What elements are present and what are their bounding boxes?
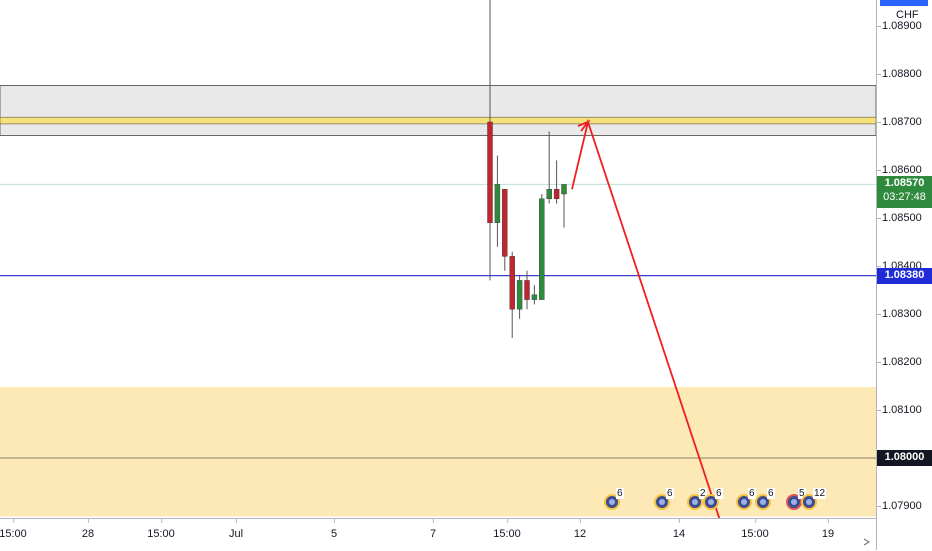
bearish-candle <box>487 121 493 224</box>
arrowhead-icon <box>577 119 591 132</box>
time-tick-label: 28 <box>81 519 95 540</box>
economic-event-icon[interactable]: 2 <box>686 488 707 511</box>
price-tick-label: 1.08200 <box>877 356 922 368</box>
time-tick-label: 12 <box>573 519 587 540</box>
price-tick-label: 1.08100 <box>877 404 922 416</box>
economic-event-icon[interactable]: 6 <box>735 488 756 511</box>
time-tick-label: 15:00 <box>493 519 521 540</box>
time-tick-label: 15:00 <box>147 519 175 540</box>
time-tick-label: Jul <box>228 519 244 540</box>
time-tick-label: 7 <box>429 519 437 540</box>
price-tick-label: 1.08600 <box>877 164 922 176</box>
bearish-candle <box>509 256 515 310</box>
time-axis[interactable]: 15:00 28 15:00 Jul 5 7 15:00 12 14 15:00 19 <box>0 518 876 551</box>
bullish-candle <box>546 188 552 199</box>
economic-event-icon[interactable]: 12 <box>800 488 827 511</box>
event-count: 6 <box>666 488 674 499</box>
currency-label: CHF <box>896 9 919 21</box>
bullish-candle <box>539 198 545 300</box>
price-tick-label: 1.08800 <box>877 68 922 80</box>
chart-plot-area[interactable]: 6 6 2 6 6 6 5 12 <box>0 0 876 518</box>
bearish-candle <box>502 188 508 257</box>
event-count: 12 <box>813 488 827 499</box>
price-tick-label: 1.08300 <box>877 308 922 320</box>
demand-zone <box>0 386 876 517</box>
time-tick-label: 5 <box>330 519 338 540</box>
bullish-candle <box>516 280 523 310</box>
bullish-candle <box>531 294 538 300</box>
chart-canvas[interactable] <box>0 0 876 518</box>
symbol-price-tag <box>880 0 928 6</box>
time-tick-label: 15:00 <box>0 519 27 540</box>
bar-countdown: 03:27:48 <box>883 191 926 203</box>
time-tick-label: 19 <box>821 519 835 540</box>
time-tick-label: 15:00 <box>741 519 769 540</box>
price-tick-label: 1.08900 <box>877 20 922 32</box>
bullish-candle <box>494 184 501 223</box>
price-tick-label: 1.08500 <box>877 212 922 224</box>
globe-icon <box>687 494 703 510</box>
economic-event-icon[interactable]: 6 <box>653 488 674 511</box>
event-count: 6 <box>616 488 624 499</box>
bearish-candle <box>553 188 560 199</box>
event-count: 6 <box>748 488 756 499</box>
current-price-badge: 1.08570 03:27:48 <box>877 176 932 208</box>
event-count: 6 <box>715 488 723 499</box>
scroll-to-realtime-icon[interactable] <box>862 536 874 548</box>
economic-event-icon[interactable]: 6 <box>702 488 723 511</box>
resistance-zone <box>0 85 876 136</box>
blue-line-price-badge: 1.08380 <box>877 268 932 284</box>
resistance-level-band <box>0 116 876 125</box>
event-count: 5 <box>798 488 806 499</box>
event-count: 6 <box>767 488 775 499</box>
current-price-value: 1.08570 <box>884 177 925 189</box>
support-price-badge: 1.08000 <box>877 450 932 466</box>
price-tick-label: 1.08700 <box>877 116 922 128</box>
price-tick-label: 1.07900 <box>877 500 922 512</box>
economic-event-icon[interactable]: 6 <box>754 488 775 511</box>
bearish-candle <box>524 280 530 300</box>
economic-event-icon[interactable]: 6 <box>603 488 624 511</box>
time-tick-label: 14 <box>672 519 686 540</box>
bullish-candle <box>561 184 567 195</box>
event-count: 2 <box>699 488 707 499</box>
